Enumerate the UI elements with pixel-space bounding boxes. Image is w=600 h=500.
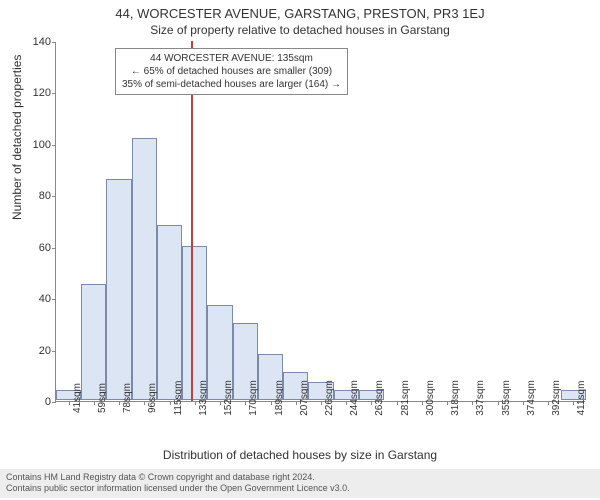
x-tick-mark [271, 401, 272, 405]
x-tick-mark [548, 401, 549, 405]
x-tick-mark [170, 401, 171, 405]
x-tick-mark [371, 401, 372, 405]
footer: Contains HM Land Registry data © Crown c… [0, 469, 600, 498]
x-tick-mark [523, 401, 524, 405]
x-tick-mark [69, 401, 70, 405]
y-tick-mark [52, 145, 56, 146]
x-tick-mark [573, 401, 574, 405]
histogram-bar [182, 246, 207, 400]
x-tick-label: 300sqm [425, 380, 436, 416]
y-tick-label: 20 [21, 345, 51, 357]
x-tick-label: 337sqm [475, 380, 486, 416]
x-tick-mark [422, 401, 423, 405]
x-axis-label: Distribution of detached houses by size … [0, 448, 600, 462]
x-tick-mark [296, 401, 297, 405]
y-tick-label: 60 [21, 242, 51, 254]
y-tick-label: 0 [21, 396, 51, 408]
x-tick-label: 281sqm [400, 380, 411, 416]
x-tick-label: 355sqm [501, 380, 512, 416]
histogram-bar [157, 225, 182, 400]
x-tick-mark [397, 401, 398, 405]
chart-container: 44, WORCESTER AVENUE, GARSTANG, PRESTON,… [0, 0, 600, 500]
footer-line1: Contains HM Land Registry data © Crown c… [6, 472, 594, 484]
annotation-line3: 35% of semi-detached houses are larger (… [122, 78, 341, 91]
y-tick-label: 100 [21, 139, 51, 151]
y-tick-mark [52, 351, 56, 352]
subtitle: Size of property relative to detached ho… [0, 21, 600, 37]
x-tick-mark [220, 401, 221, 405]
x-tick-mark [472, 401, 473, 405]
footer-line2: Contains public sector information licen… [6, 483, 594, 495]
y-tick-mark [52, 93, 56, 94]
x-tick-mark [498, 401, 499, 405]
y-tick-label: 40 [21, 293, 51, 305]
y-tick-mark [52, 248, 56, 249]
x-tick-mark [144, 401, 145, 405]
x-tick-mark [447, 401, 448, 405]
y-tick-label: 140 [21, 36, 51, 48]
y-tick-label: 80 [21, 190, 51, 202]
x-tick-label: 318sqm [450, 380, 461, 416]
y-tick-mark [52, 42, 56, 43]
x-tick-mark [346, 401, 347, 405]
x-tick-mark [321, 401, 322, 405]
chart-area: 02040608010012014041sqm59sqm78sqm96sqm11… [55, 42, 585, 402]
y-tick-label: 120 [21, 87, 51, 99]
x-tick-label: 374sqm [526, 380, 537, 416]
y-tick-mark [52, 196, 56, 197]
histogram-bar [132, 138, 157, 400]
x-tick-mark [195, 401, 196, 405]
x-tick-mark [94, 401, 95, 405]
annotation-box: 44 WORCESTER AVENUE: 135sqm ← 65% of det… [115, 48, 348, 95]
annotation-line1: 44 WORCESTER AVENUE: 135sqm [122, 52, 341, 65]
plot-region: 02040608010012014041sqm59sqm78sqm96sqm11… [55, 42, 585, 402]
x-tick-mark [245, 401, 246, 405]
address-title: 44, WORCESTER AVENUE, GARSTANG, PRESTON,… [0, 0, 600, 21]
x-tick-label: 411sqm [576, 381, 587, 416]
y-tick-mark [52, 299, 56, 300]
property-marker-line [191, 41, 193, 401]
histogram-bar [106, 179, 131, 400]
annotation-line2: ← 65% of detached houses are smaller (30… [122, 65, 341, 78]
x-tick-label: 263sqm [374, 380, 385, 416]
y-tick-mark [52, 402, 56, 403]
x-tick-mark [119, 401, 120, 405]
